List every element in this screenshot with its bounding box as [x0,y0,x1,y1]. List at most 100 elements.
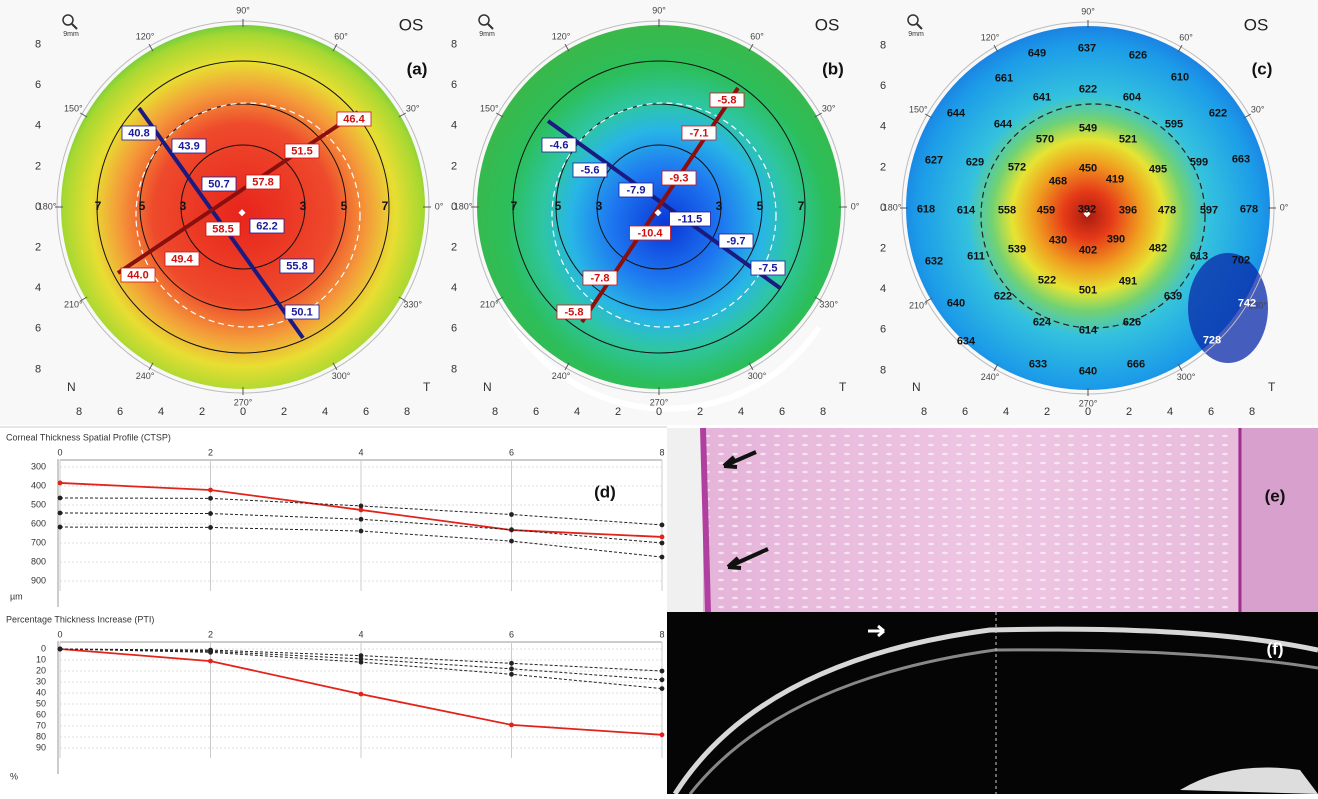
value-label: 613 [1190,250,1208,262]
x-tick-label: 6 [509,447,514,457]
data-point [208,511,213,516]
value-label: 478 [1158,204,1176,216]
data-point [509,539,514,544]
data-point [660,541,665,546]
value-label: 50.1 [291,306,312,318]
figure: {"maps": [ {"letter": "(a)", "eye": "OS"… [0,0,1318,794]
value-label: 459 [1037,204,1055,216]
angle-label: 120° [136,32,155,42]
x-tick-label: 2 [615,406,621,418]
angle-label: 60° [750,32,764,42]
x-tick-label: 6 [533,406,539,418]
y-tick-label: 6 [35,79,41,91]
data-point [58,496,63,501]
value-label: 595 [1165,118,1183,130]
chart-title: Percentage Thickness Increase (PTI) [6,614,154,624]
y-tick-label: 0 [41,643,46,653]
y-tick-label: 2 [880,243,886,255]
y-tick-label: 4 [880,121,886,133]
data-point [660,523,665,528]
value-label: 402 [1079,244,1097,256]
angle-label: 150° [64,103,83,113]
y-tick-label: 50 [36,698,46,708]
y-tick-label: 4 [35,282,41,294]
data-point [208,496,213,501]
angle-label: 330° [403,299,422,309]
angle-label: 90° [236,5,250,15]
y-tick-label: 2 [451,242,457,254]
value-label: 539 [1008,243,1026,255]
value-label: 614 [1079,324,1098,336]
value-label: 390 [1107,233,1125,245]
panel-letter: (f) [1267,639,1284,658]
data-point [359,517,364,522]
y-tick-label: 90 [36,742,46,752]
y-tick-label: 30 [36,676,46,686]
data-point [660,677,665,682]
angle-label: 300° [748,371,767,381]
value-label: 742 [1238,297,1256,309]
value-label: 44.0 [127,269,148,281]
y-tick-label: 4 [451,282,457,294]
value-label: 663 [1232,153,1250,165]
y-unit-label: % [10,771,18,781]
histology-margin [667,428,703,612]
angle-label: 30° [822,103,836,113]
value-label: -5.6 [581,164,600,176]
ring-label: 3 [716,199,723,213]
value-label: 624 [1033,316,1052,328]
x-tick-label: 4 [1167,406,1173,418]
x-tick-label: 2 [208,447,213,457]
data-point [58,525,63,530]
x-tick-label: 0 [656,406,662,418]
value-label: 549 [1079,122,1097,134]
y-tick-label: 400 [31,480,46,490]
value-label: -10.4 [637,227,663,239]
data-point [359,504,364,509]
x-tick-label: 0 [57,447,62,457]
data-point [509,723,514,728]
value-label: 649 [1028,47,1046,59]
x-tick-label: 6 [779,406,785,418]
value-label: 728 [1203,334,1221,346]
value-label: -9.7 [727,235,746,247]
value-label: 572 [1008,161,1026,173]
value-label: 49.4 [171,253,193,265]
data-point [509,512,514,517]
y-tick-label: 600 [31,518,46,528]
zoom-label: 9mm [63,31,79,38]
zoom-label: 9mm [908,31,924,38]
value-label: 637 [1078,42,1096,54]
value-label: 627 [925,154,943,166]
angle-label: 210° [480,299,499,309]
value-label: -9.3 [670,172,689,184]
y-tick-label: 500 [31,499,46,509]
value-label: 50.7 [208,178,229,190]
y-tick-label: 6 [451,323,457,335]
value-label: -4.6 [550,139,569,151]
x-tick-label: 8 [921,406,927,418]
value-label: 570 [1036,133,1054,145]
x-tick-label: 2 [1044,406,1050,418]
value-label: 640 [947,297,965,309]
x-tick-label: 0 [57,629,62,639]
value-label: 626 [1129,49,1147,61]
angle-label: 300° [1177,372,1196,382]
value-label: 622 [994,290,1012,302]
data-point [58,511,63,516]
angle-label: 0° [435,201,444,211]
y-tick-label: 10 [36,654,46,664]
value-label: 599 [1190,156,1208,168]
x-tick-label: 6 [363,406,369,418]
x-tick-label: 6 [117,406,123,418]
angle-label: 210° [64,299,83,309]
x-tick-label: 4 [574,406,580,418]
x-tick-label: 2 [208,629,213,639]
value-label: 644 [994,118,1013,130]
y-tick-label: 8 [451,39,457,51]
y-tick-label: 8 [35,39,41,51]
value-label: -7.9 [627,184,646,196]
y-tick-label: 6 [451,79,457,91]
y-tick-label: 700 [31,537,46,547]
ring-label: 5 [139,199,146,213]
